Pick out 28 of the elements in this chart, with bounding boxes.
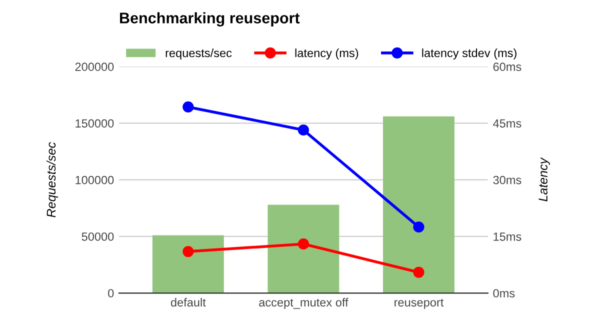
y-tick-label: 200000 (75, 62, 114, 71)
y-tick-label: 150000 (76, 119, 114, 128)
point (413, 221, 424, 233)
point (298, 238, 310, 250)
y-tick-label: 100000 (76, 176, 114, 184)
y2-tick-label: 60ms (493, 62, 522, 71)
bar (152, 235, 224, 294)
legend-label: requests/sec (166, 48, 232, 60)
point (182, 246, 194, 258)
y2-axis-title: Latency (538, 157, 550, 202)
point (182, 101, 194, 113)
legend-label: latency stdev (ms) (422, 48, 516, 60)
y-axis-title: Requests/sec (46, 142, 58, 218)
y2-tick-label: 30ms (493, 176, 522, 184)
y-tick-label: 0 (108, 289, 114, 298)
legend-label: latency (ms) (295, 48, 358, 60)
x-tick-label: default (170, 298, 206, 307)
bar (382, 116, 454, 294)
y-tick-label: 50000 (82, 232, 114, 241)
y2-tick-label: 0ms (493, 289, 515, 298)
chart-title: Benchmarking reuseport (120, 12, 300, 27)
bar (268, 204, 340, 294)
y2-tick-label: 15ms (494, 232, 522, 241)
point (413, 266, 424, 278)
x-tick-label: reuseport (394, 298, 444, 309)
y2-tick-label: 45ms (493, 119, 522, 128)
x-tick-label: accept_mutex off (259, 298, 348, 309)
point (298, 124, 310, 136)
